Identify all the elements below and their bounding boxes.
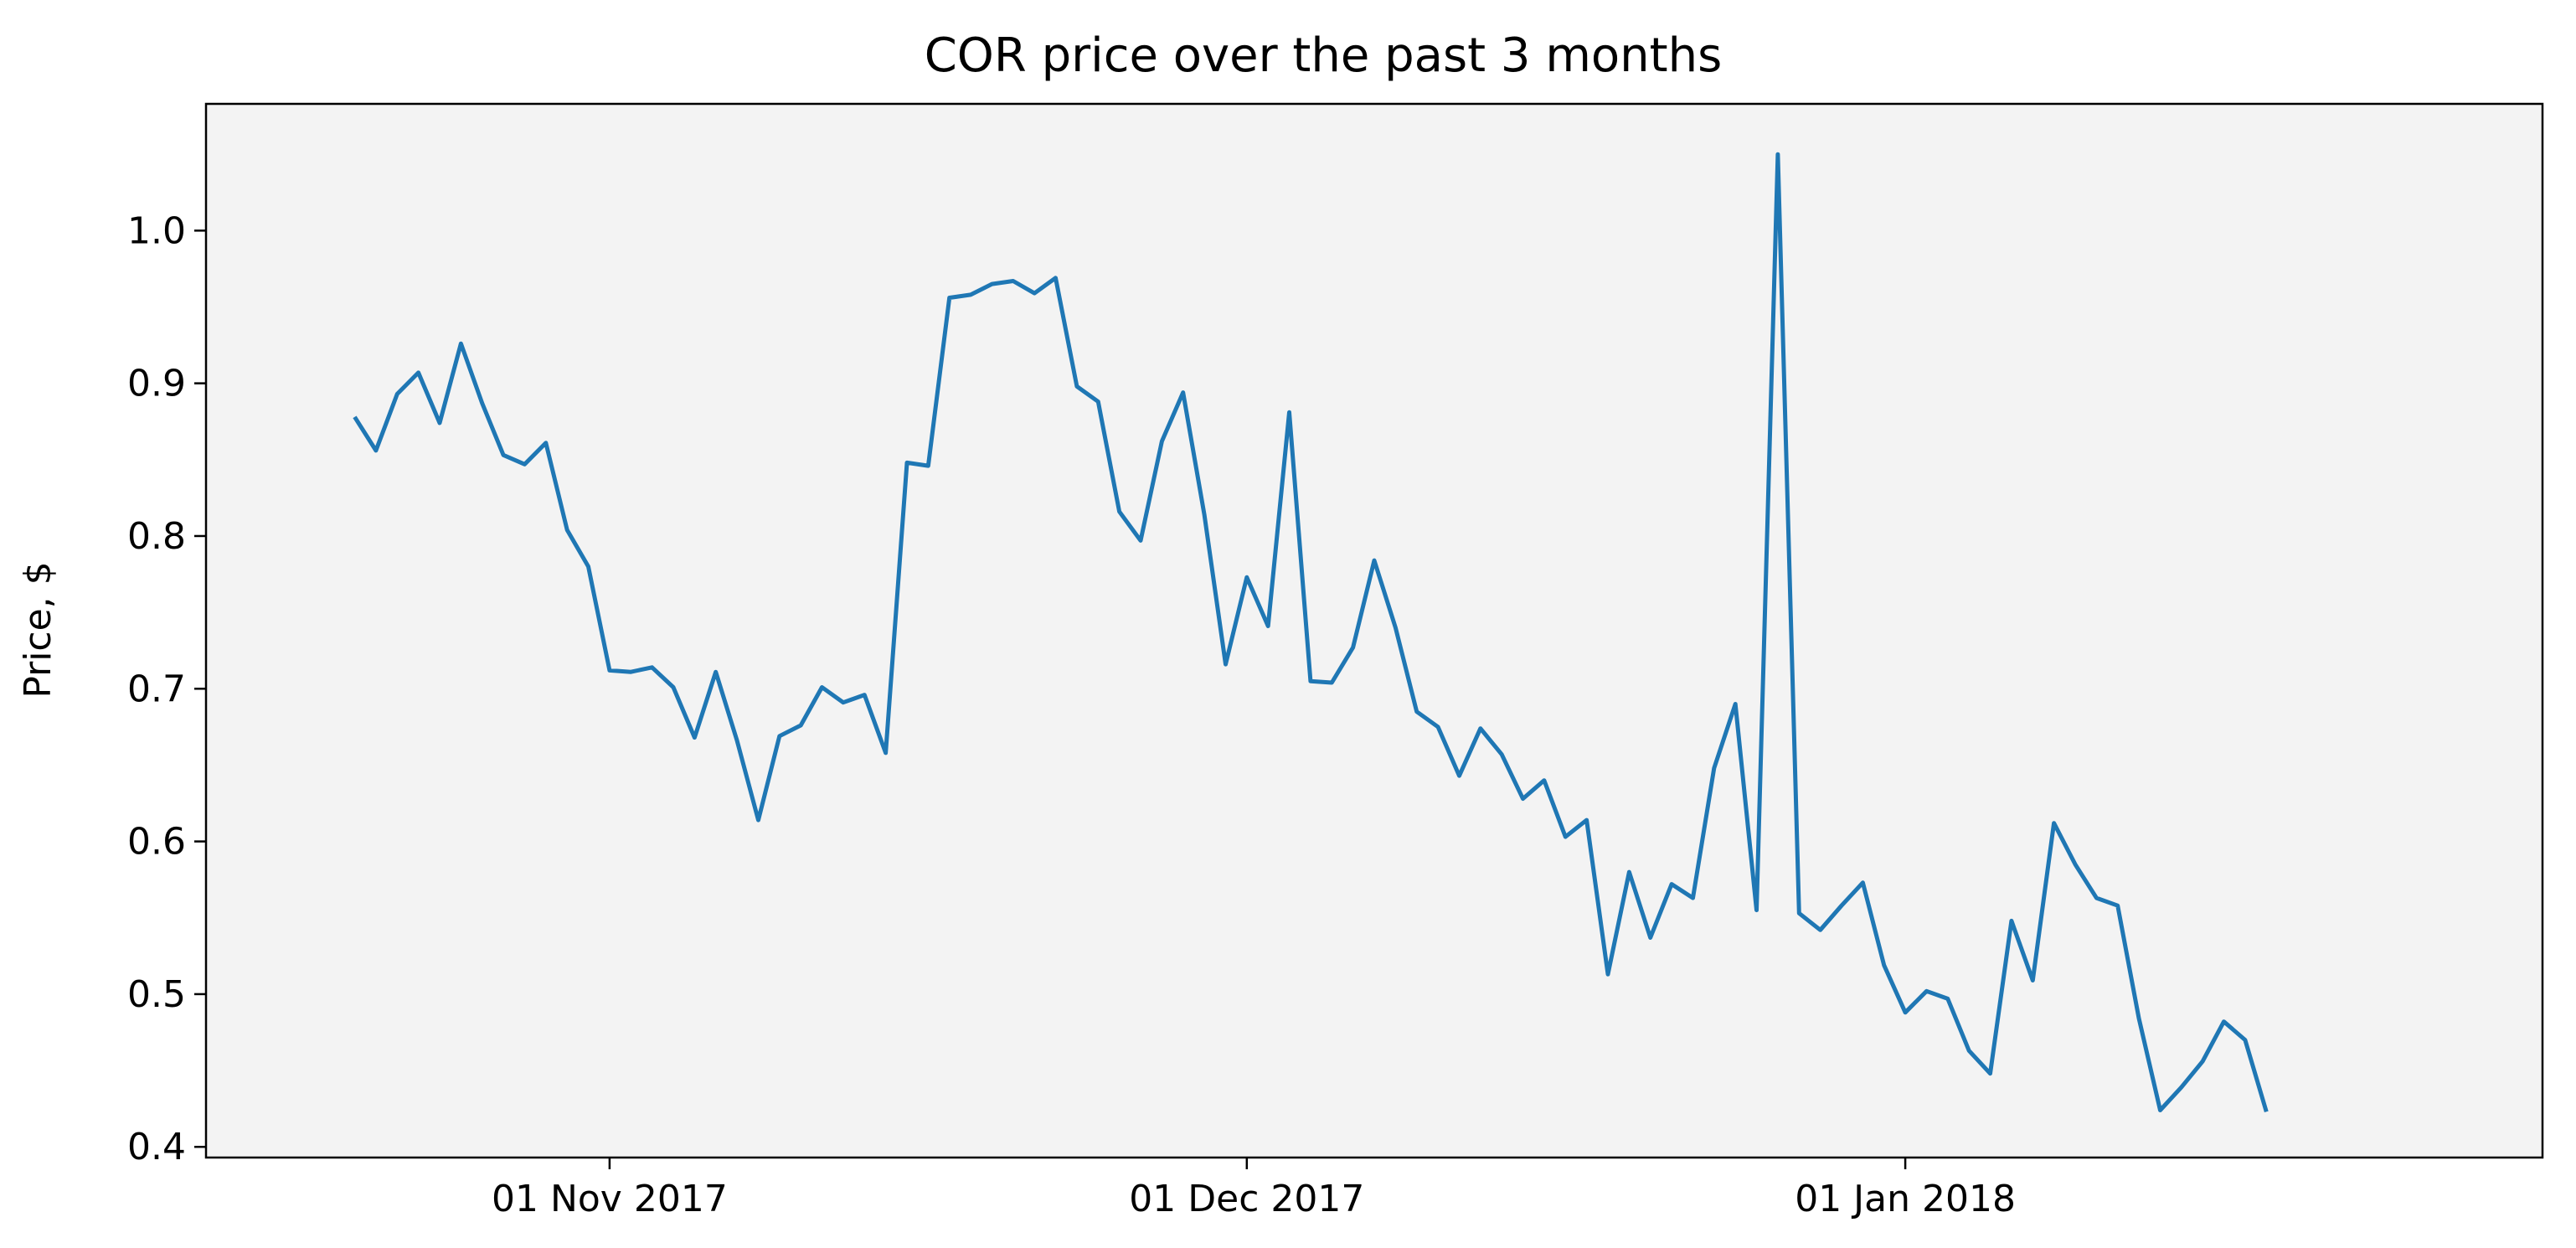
y-tick-label: 0.6 <box>127 821 186 864</box>
y-tick-label: 0.4 <box>127 1126 186 1168</box>
y-tick-label: 0.9 <box>127 363 186 405</box>
y-tick-label: 0.8 <box>127 515 186 558</box>
plot-background <box>206 104 2543 1158</box>
x-tick-label: 01 Nov 2017 <box>492 1178 728 1220</box>
y-tick-label: 0.5 <box>127 973 186 1016</box>
y-tick-label: 0.7 <box>127 668 186 710</box>
series-layer <box>353 152 2269 1113</box>
price-line <box>353 152 2269 1113</box>
y-axis-label: Price, $ <box>17 561 59 698</box>
chart-title: COR price over the past 3 months <box>925 28 1723 83</box>
plot-frame <box>204 102 2544 1159</box>
y-tick-label: 1.0 <box>127 209 186 252</box>
x-axis-ticks: 01 Nov 2017 01 Dec 2017 01 Jan 2018 <box>492 1158 2016 1220</box>
x-tick-label: 01 Dec 2017 <box>1129 1178 1364 1220</box>
x-tick-label: 01 Jan 2018 <box>1795 1178 2016 1220</box>
y-axis-ticks: 0.4 0.5 0.6 0.7 0.8 0.9 1.0 <box>127 209 206 1168</box>
